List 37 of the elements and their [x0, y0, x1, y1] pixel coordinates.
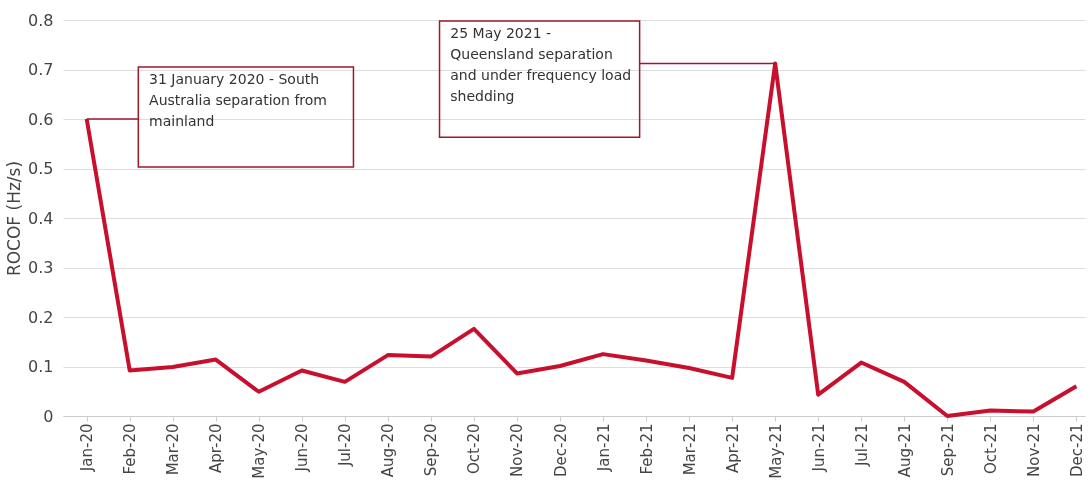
x-tick-label: Sep-21 [938, 423, 957, 477]
x-tick-label: May-20 [250, 423, 269, 479]
x-tick-label: Jan-20 [78, 423, 97, 473]
x-tick-label: Jun-21 [809, 423, 828, 473]
y-tick-label: 0.6 [28, 109, 54, 129]
x-tick-label: Feb-21 [637, 423, 656, 475]
y-tick-label: 0.7 [28, 60, 54, 79]
x-tick-label: Jul-20 [336, 423, 355, 468]
annotation: 31 January 2020 - South Australia separation from mainland [149, 70, 327, 129]
x-tick-label: Apr-20 [207, 423, 226, 473]
x-tick-label: Mar-21 [680, 423, 699, 476]
x-tick-label: Jul-21 [852, 423, 871, 468]
y-tick-label: 0.5 [28, 159, 54, 178]
x-tick-label: Aug-20 [379, 423, 398, 478]
x-tick-label: Apr-21 [723, 423, 742, 473]
x-tick-label: Oct-21 [981, 423, 1000, 474]
y-axis-title: ROCOF (Hz/s) [4, 160, 25, 277]
y-tick-label: 0.2 [28, 307, 54, 327]
x-tick-label: Oct-20 [465, 423, 484, 474]
y-tick-label: 0.1 [28, 357, 54, 376]
x-tick-label: Jun-20 [293, 423, 312, 473]
x-tick-label: May-21 [766, 423, 785, 479]
x-tick-label: Aug-21 [895, 423, 914, 478]
x-tick-label: Mar-20 [164, 423, 183, 476]
y-tick-label: 0.4 [28, 208, 54, 228]
x-tick-label: Sep-20 [422, 423, 441, 477]
x-tick-label: Dec-21 [1067, 423, 1086, 478]
y-tick-label: 0 [43, 406, 54, 426]
x-tick-label: Nov-21 [1024, 423, 1043, 477]
annotation: 25 May 2021 - Queensland separation and under frequency load shedding [450, 24, 632, 104]
x-tick-label: Feb-20 [121, 423, 140, 475]
y-tick-label: 0.3 [28, 258, 54, 277]
x-tick-label: Nov-20 [508, 423, 527, 477]
x-tick-label: Jan-21 [594, 423, 613, 473]
line-series [84, 61, 1079, 418]
y-tick-label: 0.8 [28, 10, 54, 30]
x-tick-label: Dec-20 [551, 423, 570, 478]
